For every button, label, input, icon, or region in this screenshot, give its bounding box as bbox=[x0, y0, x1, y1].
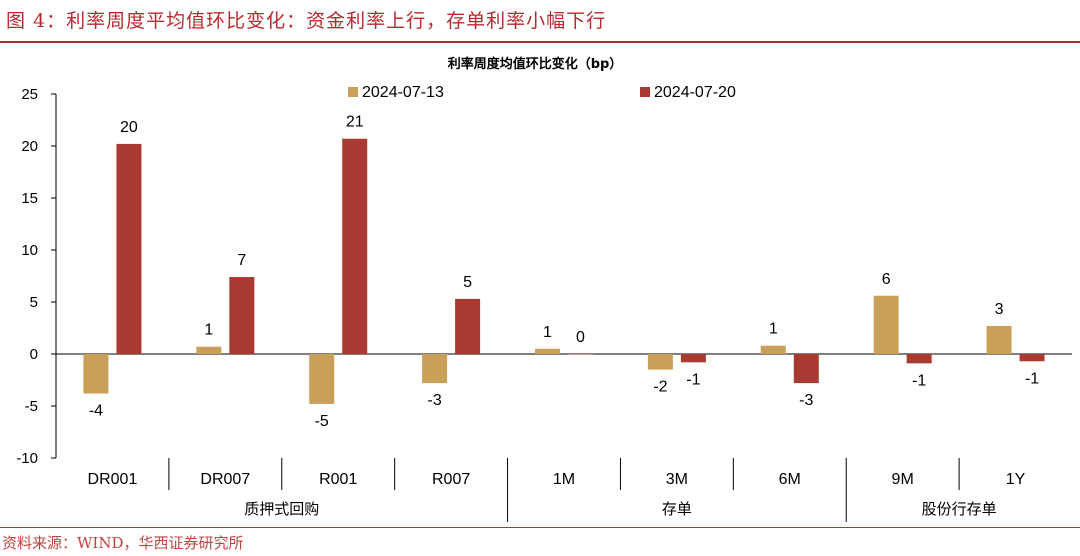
bar-2024-07-13 bbox=[760, 345, 786, 354]
y-tick-label: 25 bbox=[21, 86, 38, 103]
y-tick-label: 5 bbox=[30, 294, 38, 311]
x-category-label: 3M bbox=[666, 471, 688, 488]
bar-2024-07-13 bbox=[309, 354, 335, 404]
x-category-label: DR007 bbox=[200, 471, 250, 488]
legend-swatch bbox=[640, 87, 650, 97]
data-label: 3 bbox=[995, 301, 1004, 318]
data-label: -3 bbox=[427, 392, 441, 409]
y-tick-label: -5 bbox=[25, 398, 38, 415]
bar-2024-07-20 bbox=[116, 143, 142, 354]
data-label: -4 bbox=[89, 403, 103, 420]
bar-2024-07-20 bbox=[906, 354, 932, 364]
data-label: -2 bbox=[653, 379, 667, 396]
legend-label: 2024-07-13 bbox=[362, 84, 444, 101]
x-category-label: R001 bbox=[319, 471, 357, 488]
data-label: 20 bbox=[120, 119, 138, 136]
x-group-label: 存单 bbox=[662, 500, 692, 518]
y-tick-label: 10 bbox=[21, 242, 38, 259]
x-group-label: 股份行存单 bbox=[922, 500, 997, 518]
legend-swatch bbox=[348, 87, 358, 97]
bar-2024-07-13 bbox=[83, 354, 109, 394]
bar-2024-07-20 bbox=[342, 138, 368, 354]
data-label: 5 bbox=[463, 274, 472, 291]
y-tick-label: 20 bbox=[21, 138, 38, 155]
data-label: 21 bbox=[346, 114, 364, 131]
y-tick-label: 15 bbox=[21, 190, 38, 207]
chart-data-labels: -4 1 -5 -3 1 -2 1 6 3 20 7 21 5 0 -1 -3 -1 -1 bbox=[89, 114, 1039, 430]
bar-2024-07-13 bbox=[422, 354, 448, 384]
x-category-label: R007 bbox=[432, 471, 470, 488]
bar-2024-07-13 bbox=[873, 295, 899, 354]
data-label: 7 bbox=[237, 252, 246, 269]
x-category-label: 1M bbox=[553, 471, 575, 488]
chart-title: 利率周度均值环比变化（bp） bbox=[448, 56, 623, 72]
data-label: -5 bbox=[315, 413, 329, 430]
y-tick-label: 0 bbox=[30, 346, 38, 363]
bar-2024-07-13 bbox=[647, 354, 673, 370]
data-label: 0 bbox=[576, 329, 585, 346]
source-divider bbox=[0, 527, 1080, 528]
x-category-label: 6M bbox=[779, 471, 801, 488]
data-label: 1 bbox=[543, 324, 552, 341]
figure-title: 图 4：利率周度平均值环比变化：资金利率上行，存单利率小幅下行 bbox=[6, 10, 607, 32]
chart-legend: 2024-07-13 2024-07-20 bbox=[348, 84, 736, 101]
data-label: 1 bbox=[204, 322, 213, 339]
bar-2024-07-13 bbox=[986, 325, 1012, 354]
data-label: -1 bbox=[686, 371, 700, 388]
bar-2024-07-13 bbox=[535, 348, 560, 354]
bar-2024-07-20 bbox=[455, 298, 481, 354]
y-tick-label: -10 bbox=[16, 450, 38, 467]
bar-2024-07-20 bbox=[1019, 354, 1045, 362]
bar-2024-07-20 bbox=[680, 354, 706, 363]
bar-2024-07-20 bbox=[568, 354, 593, 355]
x-group-label: 质押式回购 bbox=[244, 500, 319, 518]
bar-2024-07-20 bbox=[229, 277, 255, 354]
data-label: -1 bbox=[1025, 370, 1039, 387]
title-divider bbox=[0, 41, 1080, 43]
legend-label: 2024-07-20 bbox=[654, 84, 736, 101]
x-category-label: 1Y bbox=[1006, 471, 1026, 488]
x-category-label: DR001 bbox=[88, 471, 138, 488]
x-category-label: 9M bbox=[892, 471, 914, 488]
source-note: 资料来源：WIND，华西证券研究所 bbox=[2, 534, 244, 552]
bar-chart: 利率周度均值环比变化（bp） 2024-07-13 2024-07-20 -10-… bbox=[16, 56, 1072, 522]
bar-2024-07-20 bbox=[793, 354, 819, 384]
data-label: -3 bbox=[799, 392, 813, 409]
data-label: 1 bbox=[769, 321, 778, 338]
data-label: 6 bbox=[882, 271, 891, 288]
bar-2024-07-13 bbox=[196, 346, 222, 354]
data-label: -1 bbox=[912, 372, 926, 389]
chart-bars bbox=[83, 138, 1045, 404]
